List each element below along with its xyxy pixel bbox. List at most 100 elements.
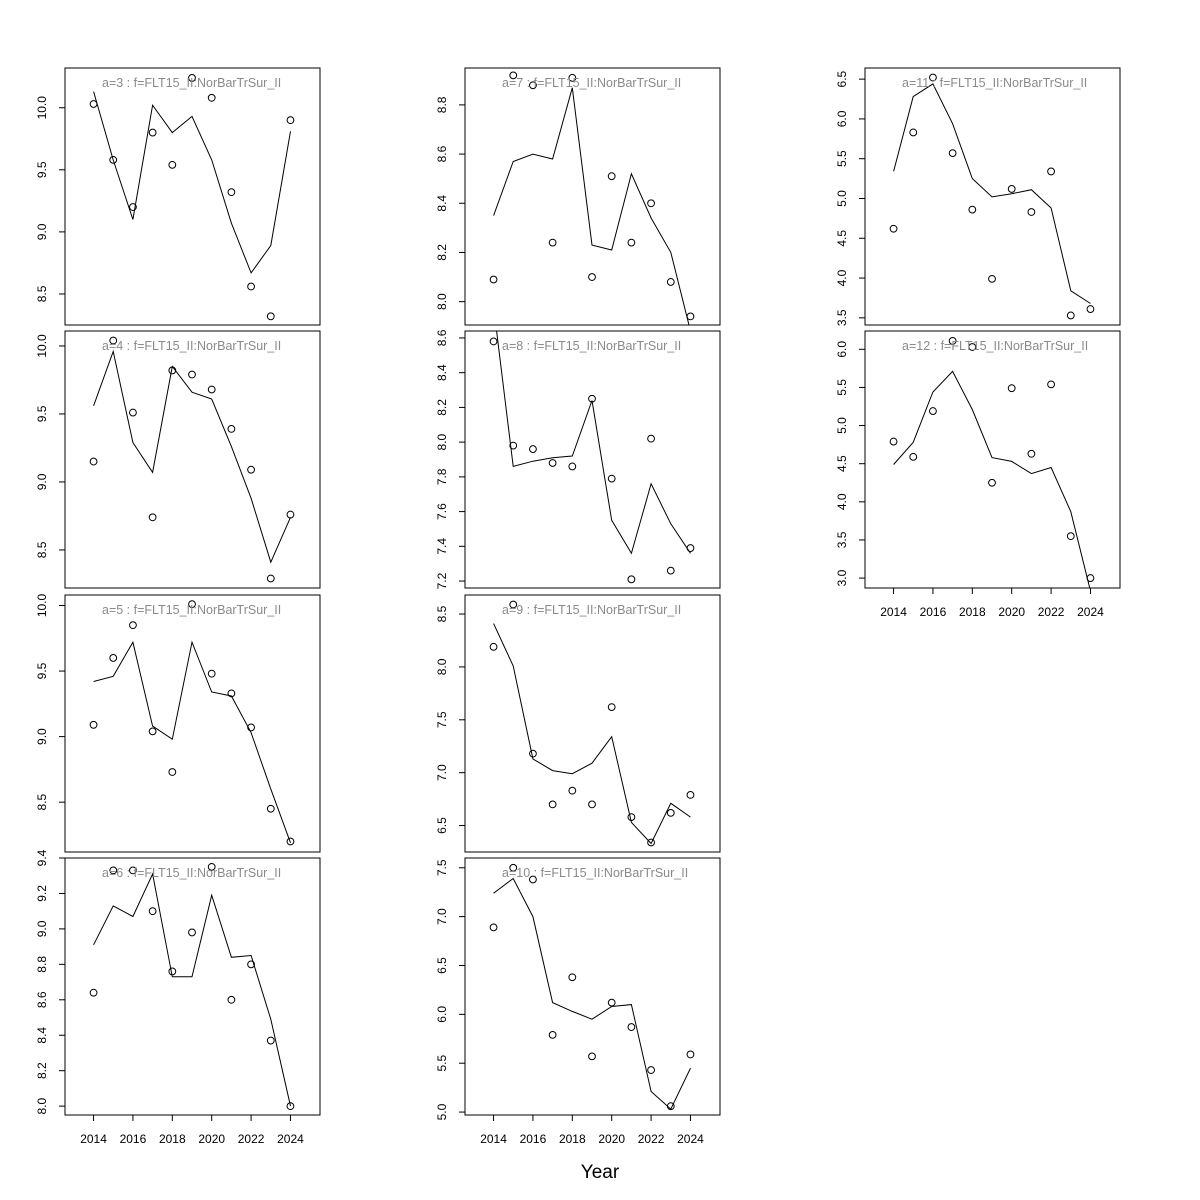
- y-tick-label: 8.4: [435, 364, 449, 381]
- observed-point: [529, 445, 537, 453]
- observed-point: [188, 600, 196, 609]
- observed-point: [988, 274, 996, 283]
- y-tick-label: 3.0: [835, 569, 849, 586]
- panel-title: a=8 : f=FLT15_II:NorBarTrSur_II: [502, 339, 681, 353]
- y-tick-label: 8.0: [435, 293, 449, 310]
- observed-point: [266, 574, 275, 583]
- y-tick-label: 4.5: [835, 230, 849, 247]
- observed-point: [686, 312, 695, 321]
- plot-box: [64, 330, 321, 589]
- observed-point: [909, 128, 918, 137]
- observed-point: [129, 866, 137, 875]
- panel-data: [889, 73, 1095, 320]
- observed-point: [548, 800, 557, 809]
- observed-point: [988, 478, 996, 487]
- observed-point: [129, 203, 137, 211]
- y-tick-label: 6.5: [435, 817, 449, 834]
- x-tick-label: 2018: [959, 605, 986, 619]
- y-tick-label: 7.0: [435, 764, 449, 781]
- observed-point: [666, 1102, 675, 1111]
- y-tick-label: 8.8: [435, 96, 449, 113]
- observed-point: [548, 1030, 557, 1039]
- observed-point: [489, 642, 498, 651]
- observed-point: [1086, 305, 1095, 313]
- panel-title: a=6 : f=FLT15_II:NorBarTrSur_II: [102, 866, 281, 880]
- observed-point: [529, 749, 537, 758]
- observed-point: [89, 457, 98, 466]
- y-tick-label: 5.5: [435, 1055, 449, 1072]
- observed-point: [588, 800, 596, 809]
- y-tick-label: 8.6: [435, 145, 449, 162]
- y-tick-label: 10.0: [35, 96, 49, 120]
- x-tick-label: 2016: [920, 605, 947, 619]
- observed-point: [1047, 167, 1055, 176]
- observed-point: [1066, 311, 1075, 320]
- y-tick-label: 8.0: [435, 433, 449, 450]
- y-tick-label: 7.0: [435, 908, 449, 925]
- panel-title: a=4 : f=FLT15_II:NorBarTrSur_II: [102, 339, 281, 353]
- y-tick-label: 8.5: [35, 285, 49, 302]
- observed-point: [109, 155, 118, 164]
- observed-point: [1047, 380, 1055, 389]
- y-tick-label: 4.5: [835, 455, 849, 472]
- observed-point: [266, 804, 275, 813]
- y-tick-label: 9.5: [35, 662, 49, 679]
- observed-point: [647, 838, 655, 847]
- observed-point: [1066, 532, 1075, 541]
- observed-point: [89, 100, 98, 108]
- x-tick-label: 2024: [1077, 605, 1104, 619]
- observed-point: [968, 205, 977, 214]
- observed-point: [89, 988, 98, 997]
- observed-point: [168, 967, 177, 976]
- observed-point: [129, 621, 137, 630]
- observed-point: [227, 425, 236, 433]
- observed-point: [568, 73, 577, 82]
- plot-box: [64, 857, 321, 1116]
- observed-point: [509, 600, 518, 609]
- y-tick-label: 3.5: [835, 309, 849, 326]
- x-tick-label: 2020: [598, 1132, 625, 1146]
- x-tick-label: 2016: [120, 1132, 147, 1146]
- observed-point: [109, 866, 118, 875]
- fitted-line: [93, 640, 291, 843]
- x-tick-label: 2024: [677, 1132, 704, 1146]
- observed-point: [89, 720, 98, 729]
- fitted-line: [93, 349, 291, 564]
- y-tick-label: 7.8: [435, 468, 449, 485]
- y-tick-label: 3.5: [835, 531, 849, 548]
- observed-point: [909, 452, 918, 461]
- observed-point: [548, 459, 557, 467]
- y-tick-label: 5.0: [435, 1103, 449, 1120]
- panel-a=11: 3.5 4.0 4.5 5.0 5.5 6.0 6.5 a=11 : f=FLT15_II:N…: [835, 67, 1121, 326]
- observed-point: [247, 465, 255, 474]
- y-tick-label: 8.5: [35, 794, 49, 811]
- y-tick-label: 9.2: [35, 885, 49, 902]
- panel-title: a=10 : f=FLT15_II:NorBarTrSur_II: [502, 866, 688, 880]
- observed-point: [568, 462, 577, 471]
- y-tick-label: 7.5: [435, 859, 449, 876]
- plot-box: [464, 594, 721, 853]
- y-tick-label: 8.6: [35, 991, 49, 1008]
- x-tick-label: 2020: [198, 1132, 225, 1146]
- observed-point: [568, 973, 577, 982]
- y-tick-label: 8.5: [35, 541, 49, 558]
- x-axis-label: Year: [581, 1162, 620, 1183]
- fitted-line: [493, 87, 690, 325]
- x-tick-label: 2022: [1038, 605, 1065, 619]
- y-tick-label: 9.0: [35, 728, 49, 745]
- observed-point: [666, 566, 675, 575]
- observed-point: [489, 337, 498, 346]
- y-tick-label: 6.5: [835, 70, 849, 87]
- observed-point: [207, 669, 216, 678]
- observed-point: [168, 160, 177, 169]
- fitted-line: [893, 370, 1091, 588]
- observed-point: [489, 275, 498, 284]
- observed-point: [686, 1050, 695, 1059]
- observed-point: [168, 768, 177, 776]
- y-tick-label: 8.5: [435, 605, 449, 622]
- observed-point: [1007, 185, 1016, 193]
- observed-point: [148, 513, 157, 522]
- observed-point: [247, 960, 255, 969]
- observed-point: [666, 808, 675, 817]
